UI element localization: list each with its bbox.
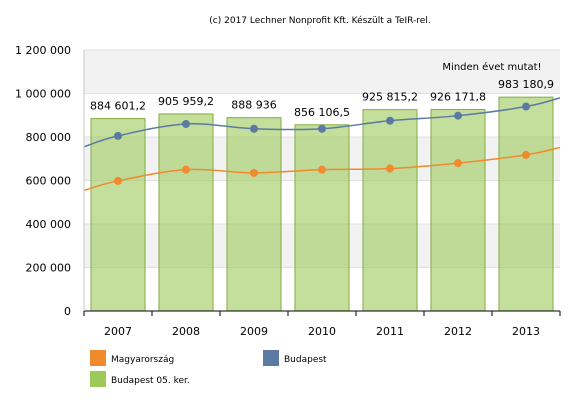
y-tick-label: 0: [64, 305, 71, 318]
bar-2007: [90, 118, 146, 312]
bar-value-label: 888 936: [231, 99, 277, 112]
point-magyarorsz-g: [386, 164, 394, 173]
x-tick-label: 2008: [172, 325, 200, 338]
y-tick-label: 1 000 000: [15, 88, 71, 101]
bar-value-label: 905 959,2: [158, 95, 214, 108]
point-budapest: [182, 119, 190, 128]
credit-text: (c) 2017 Lechner Nonprofit Kft. Készült …: [209, 15, 430, 26]
chart-note: Minden évet mutat!: [442, 61, 541, 73]
bar-2013: [498, 96, 554, 312]
x-tick-label: 2013: [512, 325, 540, 338]
point-budapest: [114, 131, 122, 140]
y-tick-label: 400 000: [26, 218, 72, 231]
bar-value-label: 856 106,5: [294, 106, 350, 119]
point-budapest: [318, 124, 326, 133]
legend-swatch: [90, 371, 106, 387]
point-budapest: [454, 111, 462, 120]
bar-value-label: 926 171,8: [430, 91, 486, 104]
point-magyarorsz-g: [114, 176, 122, 185]
bar-2009: [226, 117, 282, 312]
point-budapest: [386, 116, 394, 125]
y-tick-label: 800 000: [26, 131, 72, 144]
bar-value-label: 925 815,2: [362, 91, 418, 104]
legend-swatch: [90, 350, 106, 366]
bar-2008: [158, 113, 214, 312]
legend-label: Budapest 05. ker.: [111, 376, 190, 386]
x-tick-label: 2011: [376, 325, 404, 338]
x-tick-label: 2012: [444, 325, 472, 338]
legend-label: Budapest: [284, 355, 327, 365]
point-magyarorsz-g: [250, 168, 258, 177]
legend-label: Magyarország: [111, 355, 174, 365]
y-tick-label: 1 200 000: [15, 44, 71, 57]
point-magyarorsz-g: [454, 159, 462, 168]
legend: Magyarország Budapest Budapest 05. ker.: [90, 350, 327, 387]
point-budapest: [250, 124, 258, 133]
x-tick-label: 2007: [104, 325, 132, 338]
bar-2010: [294, 124, 350, 312]
bar-2012: [430, 109, 486, 312]
bar-value-label: 983 180,9: [498, 78, 554, 91]
data-labels: 884 601,2 905 959,2 888 936 856 106,5 925 81…: [90, 78, 554, 119]
point-budapest: [522, 102, 530, 111]
legend-swatch: [263, 350, 279, 366]
bar-2011: [362, 109, 418, 312]
bar-value-label: 884 601,2: [90, 100, 146, 113]
x-tick-label: 2009: [240, 325, 268, 338]
grid-band: [84, 50, 560, 94]
x-tick-label: 2010: [308, 325, 336, 338]
point-magyarorsz-g: [318, 165, 326, 174]
point-magyarorsz-g: [522, 150, 530, 159]
axes: 0 200 000 400 000 600 000 800 000 1 000 000 1 …: [15, 44, 561, 338]
y-tick-label: 200 000: [26, 262, 72, 275]
point-magyarorsz-g: [182, 165, 190, 174]
bar-series: [90, 96, 554, 312]
line-series: [83, 97, 561, 192]
y-tick-label: 600 000: [26, 175, 72, 188]
